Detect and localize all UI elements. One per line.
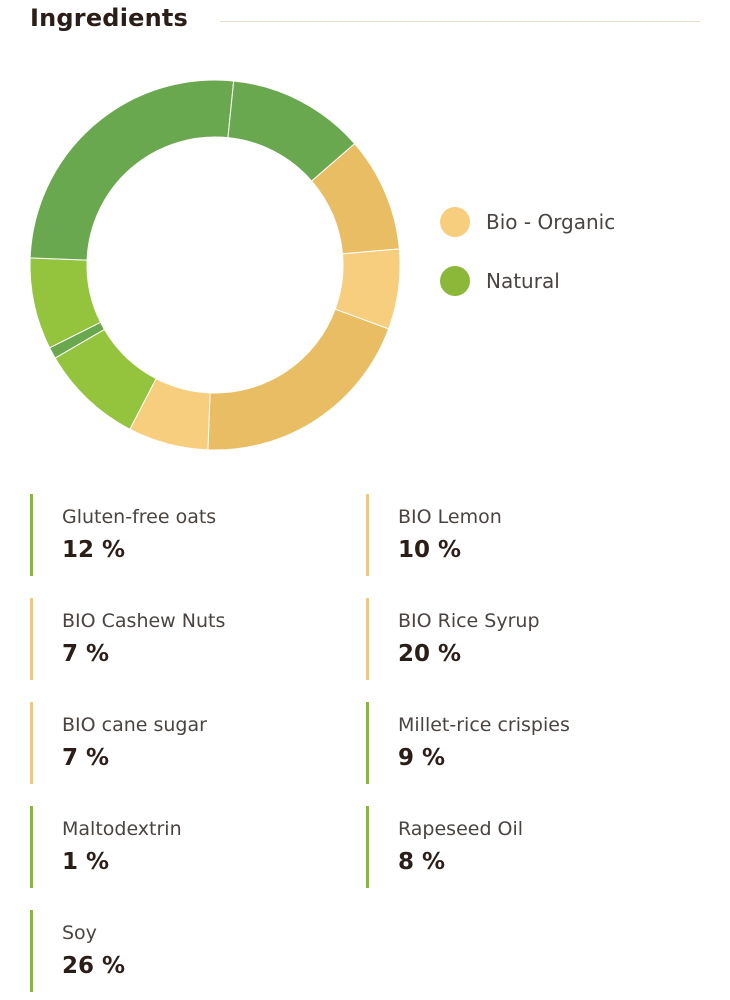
donut-slice-soy[interactable] bbox=[29, 79, 235, 261]
ingredient-item: BIO cane sugar 7 % bbox=[30, 702, 366, 784]
ingredient-name: Gluten-free oats bbox=[62, 506, 217, 528]
legend-dot-bio-organic bbox=[440, 207, 470, 237]
legend-item-natural[interactable]: Natural bbox=[440, 264, 615, 298]
ingredient-list: Gluten-free oats 12 % BIO Lemon 10 % BIO… bbox=[30, 494, 710, 992]
ingredient-name: BIO Lemon bbox=[398, 506, 502, 528]
ingredient-name: BIO cane sugar bbox=[62, 714, 207, 736]
legend-item-bio-organic[interactable]: Bio - Organic bbox=[440, 205, 615, 239]
ingredient-item: Rapeseed Oil 8 % bbox=[366, 806, 702, 888]
chart-legend: Bio - Organic Natural bbox=[440, 205, 615, 323]
ingredient-percent: 26 % bbox=[62, 953, 126, 979]
donut-slice-gluten-free-oats[interactable] bbox=[227, 80, 356, 182]
ingredient-name: Maltodextrin bbox=[62, 818, 182, 840]
legend-label-natural: Natural bbox=[486, 269, 560, 293]
donut-slice-bio-rice-syrup[interactable] bbox=[207, 308, 390, 451]
ingredient-name: Rapeseed Oil bbox=[398, 818, 524, 840]
ingredient-percent: 20 % bbox=[398, 641, 462, 667]
ingredient-percent: 12 % bbox=[62, 537, 126, 563]
ingredient-name: BIO Cashew Nuts bbox=[62, 610, 226, 632]
ingredient-item: Soy 26 % bbox=[30, 910, 366, 992]
title-divider bbox=[220, 21, 700, 22]
legend-dot-natural bbox=[440, 266, 470, 296]
ingredient-item: BIO Cashew Nuts 7 % bbox=[30, 598, 366, 680]
ingredients-donut-chart bbox=[29, 79, 401, 451]
ingredient-name: BIO Rice Syrup bbox=[398, 610, 540, 632]
ingredient-item: Millet-rice crispies 9 % bbox=[366, 702, 702, 784]
ingredient-item: Gluten-free oats 12 % bbox=[30, 494, 366, 576]
ingredient-percent: 7 % bbox=[62, 641, 110, 667]
ingredient-percent: 8 % bbox=[398, 849, 446, 875]
section-title: Ingredients bbox=[30, 4, 189, 32]
legend-label-bio-organic: Bio - Organic bbox=[486, 210, 616, 234]
ingredient-name: Millet-rice crispies bbox=[398, 714, 570, 736]
ingredient-name: Soy bbox=[62, 922, 97, 944]
ingredient-percent: 10 % bbox=[398, 537, 462, 563]
ingredient-item: BIO Lemon 10 % bbox=[366, 494, 702, 576]
ingredient-percent: 1 % bbox=[62, 849, 110, 875]
ingredient-percent: 9 % bbox=[398, 745, 446, 771]
ingredient-percent: 7 % bbox=[62, 745, 110, 771]
ingredient-item: Maltodextrin 1 % bbox=[30, 806, 366, 888]
ingredient-item: BIO Rice Syrup 20 % bbox=[366, 598, 702, 680]
